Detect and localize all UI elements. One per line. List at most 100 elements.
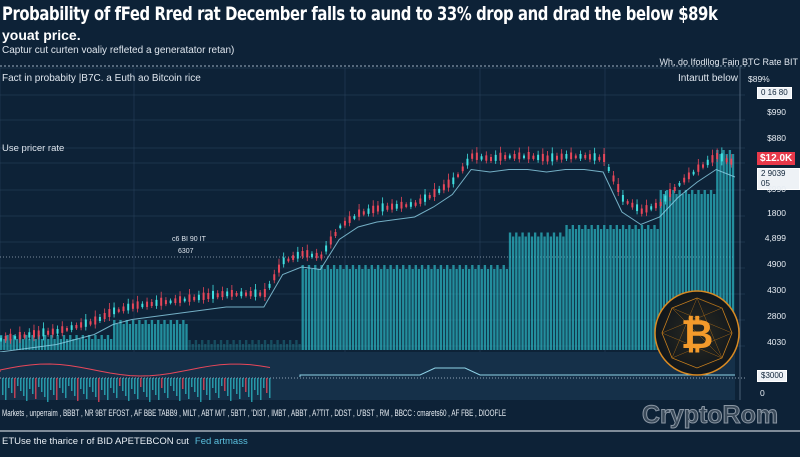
volume-bar	[141, 324, 144, 350]
volume-bar	[216, 344, 220, 350]
indicator-bar	[35, 378, 37, 399]
candle	[306, 250, 309, 258]
volume-bar	[486, 269, 490, 350]
volume-bar	[0, 335, 3, 350]
candle	[395, 204, 398, 209]
volume-bar	[276, 340, 279, 350]
volume-bar	[348, 269, 351, 350]
indicator-bar	[206, 378, 208, 395]
volume-bar	[621, 225, 625, 350]
candle	[117, 309, 120, 312]
volume-bar	[455, 269, 458, 350]
candle	[607, 167, 610, 171]
volume-bar	[496, 265, 499, 350]
indicator-bar	[269, 378, 271, 398]
indicator-bar	[191, 378, 193, 387]
volume-bar	[392, 269, 395, 350]
current-price-badge: $12.0K	[757, 152, 796, 165]
candle	[650, 206, 653, 210]
candle	[466, 158, 469, 166]
volume-bar	[662, 194, 666, 350]
indicator-bar	[125, 378, 127, 396]
candle	[160, 297, 163, 306]
candle	[428, 195, 431, 199]
candle	[226, 291, 229, 297]
volume-bar	[433, 265, 436, 350]
volume-bar	[188, 340, 191, 350]
candle	[108, 309, 111, 317]
volume-bar	[15, 339, 19, 350]
candle	[405, 204, 408, 207]
candle	[499, 152, 502, 161]
volume-bar	[518, 236, 521, 350]
volume-bar	[508, 232, 512, 350]
candle	[640, 208, 643, 214]
volume-bar	[505, 269, 509, 350]
volume-bar	[270, 340, 273, 350]
volume-bar	[260, 344, 264, 350]
pane-title: Fact in probabity |B7C. a Euth ao Bitcoi…	[2, 73, 201, 84]
indicator-bar	[83, 378, 85, 394]
lower-pane-bg	[0, 352, 735, 400]
volume-bar	[511, 236, 515, 350]
candle	[603, 154, 606, 162]
page-subtitle: youat price.	[2, 27, 81, 43]
volume-bar	[700, 194, 703, 350]
divider	[0, 430, 800, 432]
volume-bar	[530, 236, 534, 350]
candle	[669, 189, 672, 197]
indicator-bar	[92, 378, 94, 392]
indicator-bar	[5, 378, 7, 400]
candle	[457, 174, 460, 177]
volume-bar	[150, 320, 154, 350]
volume-bar	[414, 265, 417, 350]
volume-bar	[543, 236, 546, 350]
volume-bar	[640, 225, 644, 350]
indicator-bar	[197, 378, 199, 397]
volume-bar	[109, 339, 113, 350]
candle	[617, 184, 620, 192]
volume-bar	[502, 265, 505, 350]
volume-bar	[28, 339, 31, 350]
candle	[424, 194, 427, 202]
volume-bar	[354, 269, 358, 350]
volume-bar	[703, 190, 706, 350]
candle	[645, 205, 648, 213]
volume-bar	[383, 265, 386, 350]
volume-bar	[201, 340, 204, 350]
volume-bar	[238, 340, 242, 350]
indicator-bar	[86, 378, 88, 399]
volume-bar	[304, 269, 308, 350]
indicator-bar	[101, 378, 103, 390]
candle	[490, 157, 492, 161]
candle	[433, 189, 436, 197]
indicator-bar	[20, 378, 22, 391]
volume-bar	[157, 320, 160, 350]
volume-bar	[659, 190, 662, 350]
candle	[362, 211, 365, 215]
footer-link[interactable]: Fed artmass	[194, 436, 248, 447]
top-right-label: Wh, do Ifodllog Fain BTC Rate BIT	[659, 57, 798, 67]
volume-bar	[427, 265, 430, 350]
volume-bar	[295, 340, 298, 350]
indicator-bar	[107, 378, 109, 400]
volume-bar	[106, 335, 110, 350]
y-tick: $990	[767, 184, 786, 194]
indicator-bar	[80, 378, 82, 389]
candle	[419, 198, 422, 204]
indicator-bar	[11, 378, 13, 393]
candle	[697, 164, 700, 172]
volume-bar	[665, 190, 669, 350]
indicator-bar	[212, 378, 214, 388]
indicator-bar	[221, 378, 223, 386]
volume-bar	[320, 265, 323, 350]
volume-bar	[122, 324, 125, 350]
volume-bar	[725, 154, 728, 350]
indicator-bar	[215, 378, 217, 393]
indicator-bar	[167, 378, 169, 398]
volume-bar	[131, 320, 135, 350]
volume-bar	[709, 190, 713, 350]
volume-bar	[128, 324, 132, 350]
volume-bar	[527, 232, 531, 350]
